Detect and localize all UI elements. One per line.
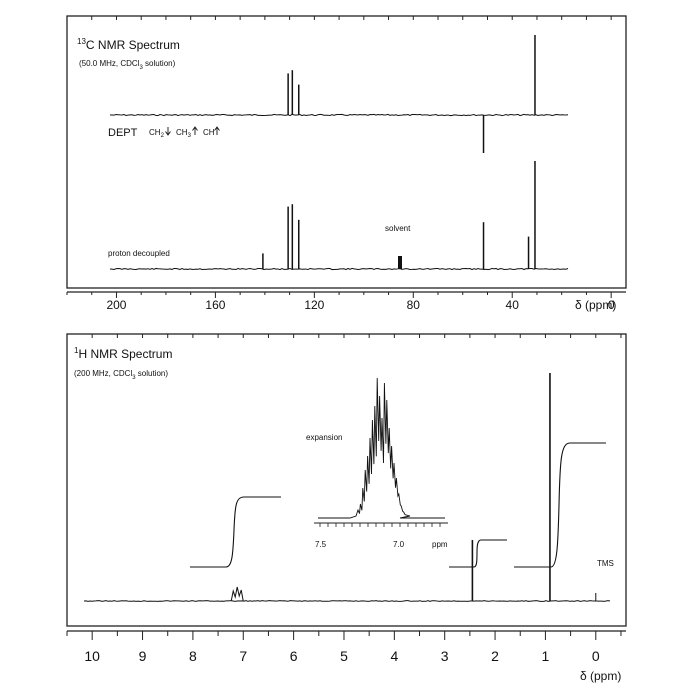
h1-tick-label: 10 — [84, 648, 100, 664]
c13-subtitle-b: solution) — [143, 59, 176, 68]
h1-title: 1H NMR Spectrum — [74, 346, 172, 361]
h1-tick-label: 1 — [542, 648, 550, 664]
solvent-label: solvent — [385, 224, 411, 233]
c13-axis-ticks: 200 160 120 80 40 0 — [66, 292, 615, 312]
expansion-peak-envelope — [318, 377, 445, 519]
c13-tick-label: 200 — [106, 298, 126, 312]
dept-label: DEPT — [108, 127, 138, 139]
expansion-tick-75: 7.5 — [315, 540, 327, 549]
decoupled-label: proton decoupled — [108, 249, 170, 258]
expansion-trace — [318, 377, 445, 519]
arrow-up-icon — [214, 126, 220, 135]
h1-top-ticks — [66, 334, 622, 338]
expansion-inset: expansion 7.5 7.0 ppm — [306, 377, 448, 549]
h1-integral — [190, 496, 281, 568]
c13-panel: 13C NMR Spectrum (50.0 MHz, CDCl3 soluti… — [66, 15, 627, 289]
c13-x-axis: 200 160 120 80 40 0 δ (ppm) — [66, 291, 626, 312]
c13-frame — [66, 15, 627, 289]
h1-trace — [83, 373, 611, 602]
dept-legend-ch2: CH2 — [149, 128, 165, 139]
expansion-xlabel: ppm — [432, 540, 448, 549]
h1-integral-curves — [190, 442, 606, 568]
c13-top-ticks — [66, 16, 612, 20]
expansion-ticks — [319, 523, 441, 527]
h1-tick-label: 9 — [139, 648, 147, 664]
h1-panel: 1H NMR Spectrum (200 MHz, CDCl3 solution… — [66, 333, 627, 627]
c13-tick-label: 120 — [304, 298, 324, 312]
solvent-marker — [398, 256, 402, 269]
h1-xlabel: δ (ppm) — [580, 669, 621, 683]
h1-title-superscript: 1 — [74, 346, 79, 355]
c13-top-trace — [109, 35, 569, 117]
c13-top-baseline — [109, 113, 569, 117]
h1-x-axis: 10 9 8 7 6 5 4 3 2 1 0 δ (ppm) — [66, 630, 626, 683]
dept-legend-ch: CH — [203, 128, 215, 137]
h1-tick-label: 7 — [239, 648, 247, 664]
h1-tick-label: 4 — [390, 648, 398, 664]
h1-subtitle: (200 MHz, CDCl3 solution) — [74, 369, 168, 381]
h1-tick-label: 6 — [290, 648, 298, 664]
h1-frame — [66, 333, 627, 627]
h1-integral — [449, 539, 507, 568]
h1-tick-label: 5 — [340, 648, 348, 664]
arrow-up-icon — [192, 126, 198, 135]
c13-decoupled-trace — [109, 161, 569, 271]
c13-xlabel: δ (ppm) — [575, 298, 616, 312]
h1-tick-label: 2 — [491, 648, 499, 664]
c13-decoupled-baseline — [109, 267, 569, 271]
c13-tick-label: 40 — [506, 298, 520, 312]
c13-tick-label: 80 — [407, 298, 421, 312]
h1-tick-label: 3 — [441, 648, 449, 664]
c13-subtitle-sub: 3 — [139, 65, 143, 71]
c13-title-superscript: 13 — [77, 37, 86, 46]
h1-peak — [230, 586, 244, 602]
expansion-tick-70: 7.0 — [393, 540, 405, 549]
c13-subtitle-a: (50.0 MHz, CDCl — [79, 59, 140, 68]
arrow-down-icon — [165, 127, 171, 136]
h1-integral — [514, 442, 606, 568]
h1-title-main: H NMR Spectrum — [78, 347, 172, 361]
c13-tick-label: 160 — [205, 298, 225, 312]
c13-title: 13C NMR Spectrum — [77, 37, 180, 52]
dept-legend: CH2 CH3 CH — [149, 126, 220, 139]
c13-title-main: C NMR Spectrum — [86, 38, 180, 52]
expansion-label: expansion — [306, 433, 342, 442]
c13-subtitle: (50.0 MHz, CDCl3 solution) — [79, 59, 176, 71]
h1-baseline — [83, 600, 611, 602]
c13-tick-label: 0 — [608, 298, 615, 312]
tms-label: TMS — [597, 559, 614, 568]
c13-dept-trace — [482, 115, 485, 153]
h1-axis-ticks: 10 9 8 7 6 5 4 3 2 1 0 — [66, 631, 622, 664]
h1-tick-label: 8 — [189, 648, 197, 664]
h1-tick-label: 0 — [592, 648, 600, 664]
dept-legend-ch3: CH3 — [176, 128, 192, 139]
